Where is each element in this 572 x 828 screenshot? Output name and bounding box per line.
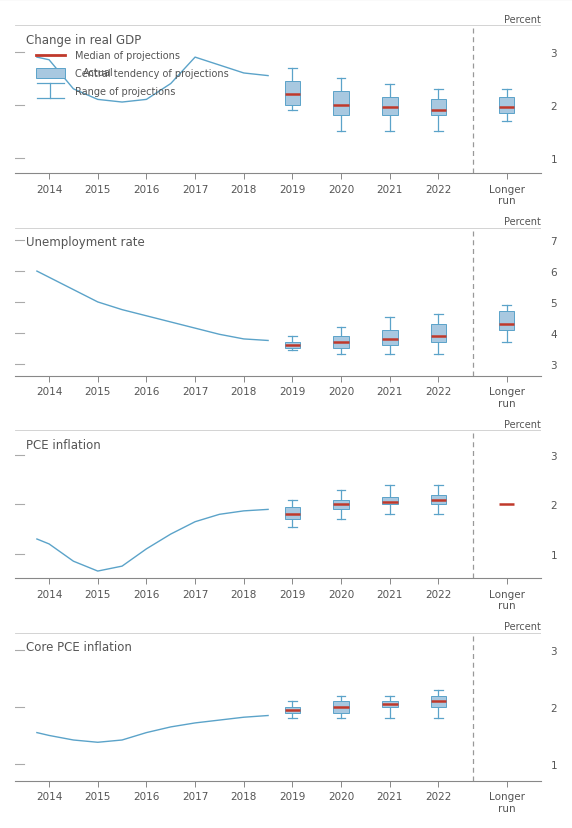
Text: Range of projections: Range of projections xyxy=(76,86,176,96)
Bar xyxy=(382,330,398,345)
Bar xyxy=(285,707,300,713)
Bar xyxy=(382,701,398,707)
Text: Percent: Percent xyxy=(504,217,541,227)
Text: Median of projections: Median of projections xyxy=(76,51,180,61)
Bar xyxy=(285,508,300,520)
Bar xyxy=(499,98,514,113)
Bar xyxy=(382,98,398,116)
Bar xyxy=(285,82,300,105)
Bar xyxy=(382,498,398,505)
Text: Percent: Percent xyxy=(504,420,541,430)
Bar xyxy=(36,69,65,79)
Bar xyxy=(333,336,349,349)
Text: Core PCE inflation: Core PCE inflation xyxy=(26,641,132,653)
Text: Central tendency of projections: Central tendency of projections xyxy=(76,69,229,79)
Bar xyxy=(285,343,300,349)
Bar xyxy=(333,701,349,713)
Text: Percent: Percent xyxy=(504,15,541,25)
Bar xyxy=(431,100,446,116)
Bar xyxy=(499,312,514,330)
Bar xyxy=(333,500,349,510)
Text: PCE inflation: PCE inflation xyxy=(26,438,100,451)
Text: Change in real GDP: Change in real GDP xyxy=(26,34,141,46)
Text: Percent: Percent xyxy=(504,622,541,632)
Text: Actual: Actual xyxy=(83,68,114,78)
Bar xyxy=(431,696,446,707)
Text: Unemployment rate: Unemployment rate xyxy=(26,236,144,249)
Bar xyxy=(431,495,446,505)
Bar xyxy=(333,93,349,116)
Bar xyxy=(431,324,446,343)
